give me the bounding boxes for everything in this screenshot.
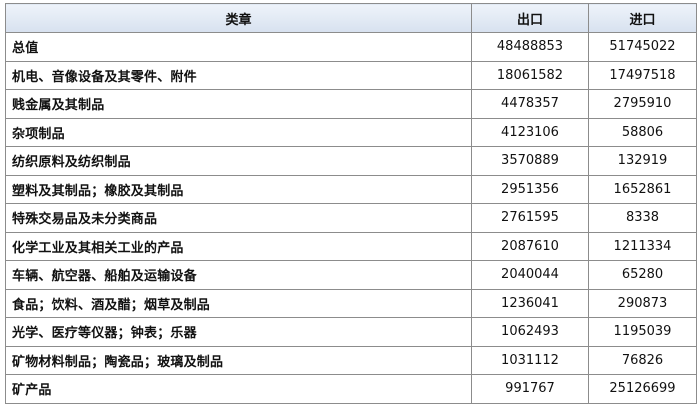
export-cell: 4123106: [471, 117, 589, 147]
import-cell: 8338: [588, 203, 697, 233]
trade-by-category-table: 类章 出口 进口 总值 48488853 51745022 机电、音像设备及其零件、附…: [5, 3, 697, 404]
category-cell: 机电、音像设备及其零件、附件: [5, 60, 472, 90]
export-cell: 991767: [471, 374, 589, 404]
table-row: 机电、音像设备及其零件、附件 18061582 17497518: [5, 60, 697, 90]
category-cell: 光学、医疗等仪器；钟表；乐器: [5, 317, 472, 347]
table-row: 总值 48488853 51745022: [5, 32, 697, 62]
import-cell: 132919: [588, 146, 697, 176]
category-cell: 食品；饮料、酒及醋；烟草及制品: [5, 288, 472, 318]
category-cell: 塑料及其制品；橡胶及其制品: [5, 174, 472, 204]
category-cell: 车辆、航空器、船舶及运输设备: [5, 260, 472, 290]
import-cell: 58806: [588, 117, 697, 147]
import-cell: 51745022: [588, 32, 697, 62]
import-cell: 76826: [588, 345, 697, 375]
import-cell: 1195039: [588, 317, 697, 347]
export-cell: 2951356: [471, 174, 589, 204]
export-cell: 1062493: [471, 317, 589, 347]
table-body: 总值 48488853 51745022 机电、音像设备及其零件、附件 18061582…: [5, 32, 697, 404]
category-cell: 杂项制品: [5, 117, 472, 147]
category-cell: 矿产品: [5, 374, 472, 404]
header-category: 类章: [5, 3, 472, 33]
table-row: 矿物材料制品；陶瓷品；玻璃及制品 1031112 76826: [5, 345, 697, 375]
table-row: 杂项制品 4123106 58806: [5, 117, 697, 147]
header-import: 进口: [588, 3, 697, 33]
import-cell: 2795910: [588, 89, 697, 119]
category-cell: 总值: [5, 32, 472, 62]
category-cell: 纺织原料及纺织制品: [5, 146, 472, 176]
import-cell: 290873: [588, 288, 697, 318]
header-export: 出口: [471, 3, 589, 33]
import-cell: 25126699: [588, 374, 697, 404]
import-cell: 65280: [588, 260, 697, 290]
export-cell: 2087610: [471, 231, 589, 261]
import-cell: 1652861: [588, 174, 697, 204]
table-row: 特殊交易品及未分类商品 2761595 8338: [5, 203, 697, 233]
table-row: 矿产品 991767 25126699: [5, 374, 697, 404]
import-cell: 17497518: [588, 60, 697, 90]
export-cell: 4478357: [471, 89, 589, 119]
table-row: 食品；饮料、酒及醋；烟草及制品 1236041 290873: [5, 288, 697, 318]
export-cell: 1031112: [471, 345, 589, 375]
import-cell: 1211334: [588, 231, 697, 261]
table-row: 光学、医疗等仪器；钟表；乐器 1062493 1195039: [5, 317, 697, 347]
export-cell: 2040044: [471, 260, 589, 290]
export-cell: 48488853: [471, 32, 589, 62]
table-header: 类章 出口 进口: [5, 3, 697, 33]
category-cell: 特殊交易品及未分类商品: [5, 203, 472, 233]
table-row: 贱金属及其制品 4478357 2795910: [5, 89, 697, 119]
header-row: 类章 出口 进口: [5, 3, 697, 33]
category-cell: 矿物材料制品；陶瓷品；玻璃及制品: [5, 345, 472, 375]
table-row: 纺织原料及纺织制品 3570889 132919: [5, 146, 697, 176]
table-row: 化学工业及其相关工业的产品 2087610 1211334: [5, 231, 697, 261]
category-cell: 贱金属及其制品: [5, 89, 472, 119]
table-row: 车辆、航空器、船舶及运输设备 2040044 65280: [5, 260, 697, 290]
category-cell: 化学工业及其相关工业的产品: [5, 231, 472, 261]
export-cell: 18061582: [471, 60, 589, 90]
table-row: 塑料及其制品；橡胶及其制品 2951356 1652861: [5, 174, 697, 204]
export-cell: 1236041: [471, 288, 589, 318]
trade-table-container: 类章 出口 进口 总值 48488853 51745022 机电、音像设备及其零件、附…: [5, 3, 697, 404]
export-cell: 3570889: [471, 146, 589, 176]
export-cell: 2761595: [471, 203, 589, 233]
